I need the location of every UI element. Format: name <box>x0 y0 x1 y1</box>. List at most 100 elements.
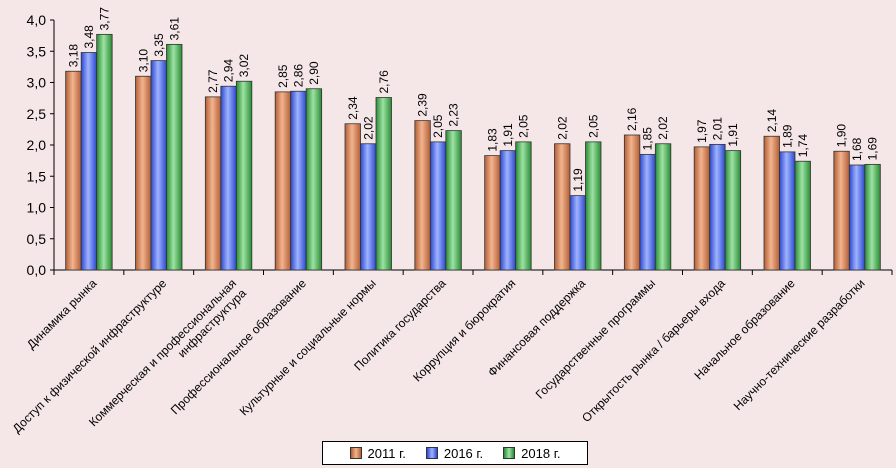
legend-label-2018: 2018 г. <box>521 445 561 461</box>
bar <box>414 120 431 271</box>
y-tick-label: 3,0 <box>27 75 47 91</box>
x-tick-label: Научно-технические разработки <box>731 276 868 413</box>
data-label: 3,48 <box>82 25 96 49</box>
bar <box>499 150 517 271</box>
data-label: 2,14 <box>765 109 779 133</box>
x-tick-label: Государственные программы <box>533 276 658 401</box>
legend-swatch-2018 <box>503 447 516 459</box>
x-tick-label: Открытость рынка / барьеры входа <box>579 276 728 425</box>
bar <box>639 153 656 271</box>
data-label: 1,89 <box>780 124 794 148</box>
data-label: 2,23 <box>447 103 461 127</box>
x-tick-label: Динамика рынка <box>24 276 100 352</box>
data-label: 1,69 <box>866 137 880 161</box>
bar <box>305 88 323 271</box>
bar <box>779 151 796 271</box>
bar <box>848 164 866 271</box>
y-tick-label: 1,0 <box>27 200 47 216</box>
x-tick-label: Доступ к физической инфраструктуре <box>10 276 170 436</box>
data-label: 2,16 <box>625 107 639 131</box>
data-label: 1,74 <box>796 134 810 158</box>
bar <box>360 143 377 271</box>
data-label: 3,02 <box>237 54 251 78</box>
x-tick-label-line: Коммерческая и профессиональная <box>86 276 239 429</box>
y-tick-label: 2,5 <box>27 106 47 122</box>
data-label: 1,19 <box>571 168 585 192</box>
legend: 2011 г. 2016 г. 2018 г. <box>322 441 588 465</box>
data-label: 2,34 <box>346 96 360 120</box>
x-tick-label: Культурные и социальные нормы <box>237 276 379 418</box>
x-tick-label-line: Культурные и социальные нормы <box>237 276 379 418</box>
data-label: 1,85 <box>641 127 655 151</box>
data-label: 1,68 <box>850 137 864 161</box>
bar <box>220 85 237 271</box>
y-tick-label: 3,5 <box>27 43 47 59</box>
x-tick-label-line: Открытость рынка / барьеры входа <box>579 276 728 425</box>
legend-label-2016: 2016 г. <box>443 445 484 461</box>
data-label: 1,91 <box>501 123 515 147</box>
value-labels: 3,183,483,77 3,103,353,61 2,77 2,94 3,02 2,85… <box>66 7 879 192</box>
legend-item-2016: 2016 г. <box>425 445 484 461</box>
data-label: 1,83 <box>485 128 499 152</box>
data-label: 2,76 <box>377 70 391 94</box>
bar <box>65 70 82 271</box>
y-tick-label: 1,5 <box>27 168 47 184</box>
data-label: 2,02 <box>656 116 670 140</box>
data-label: 1,97 <box>695 119 709 143</box>
data-label: 2,02 <box>361 116 375 140</box>
data-label: 2,05 <box>516 114 530 138</box>
data-label: 2,05 <box>586 114 600 138</box>
legend-label-2011: 2011 г. <box>367 445 406 461</box>
data-label: 2,86 <box>291 64 305 88</box>
bar <box>623 134 641 271</box>
bar <box>554 143 571 271</box>
bar <box>833 150 850 271</box>
data-label: 2,01 <box>710 117 724 141</box>
bar <box>344 123 361 271</box>
data-label: 2,94 <box>222 59 236 83</box>
bar <box>274 91 292 271</box>
legend-item-2011: 2011 г. <box>349 445 406 461</box>
bar <box>166 43 183 271</box>
bar <box>429 141 447 271</box>
bar <box>585 141 602 271</box>
bar <box>235 80 253 271</box>
bar <box>484 155 501 271</box>
data-label: 3,61 <box>167 17 181 41</box>
data-label: 2,90 <box>307 61 321 85</box>
bar <box>709 143 726 271</box>
bar <box>693 146 711 271</box>
data-label: 2,39 <box>416 93 430 117</box>
y-tick-label: 0,5 <box>27 231 47 247</box>
data-label: 1,90 <box>835 124 849 148</box>
data-label: 2,77 <box>206 69 220 93</box>
data-label: 3,77 <box>97 7 111 31</box>
bar <box>569 195 586 271</box>
bar <box>80 52 98 271</box>
bar <box>864 163 881 271</box>
data-label: 2,02 <box>555 116 569 140</box>
data-label: 1,91 <box>726 123 740 147</box>
data-label: 3,10 <box>136 49 150 73</box>
legend-swatch-2016 <box>425 447 438 459</box>
bar <box>375 97 392 271</box>
data-label: 3,35 <box>152 33 166 57</box>
bar <box>445 130 462 271</box>
x-tick-label-line: Научно-технические разработки <box>731 276 868 413</box>
bars <box>65 33 881 271</box>
data-label: 3,18 <box>66 44 80 68</box>
bar <box>96 33 113 271</box>
x-tick-label-line: Государственные программы <box>533 276 658 401</box>
bar <box>135 75 152 271</box>
bar <box>204 96 222 271</box>
bar <box>794 160 811 271</box>
legend-item-2018: 2018 г. <box>503 446 560 461</box>
bar <box>515 141 532 271</box>
y-tick-label: 4,0 <box>27 12 47 28</box>
y-tick-label: 2,0 <box>27 137 47 153</box>
data-label: 2,05 <box>431 114 445 138</box>
legend-swatch-2011 <box>349 447 362 459</box>
data-label: 2,85 <box>276 64 290 88</box>
